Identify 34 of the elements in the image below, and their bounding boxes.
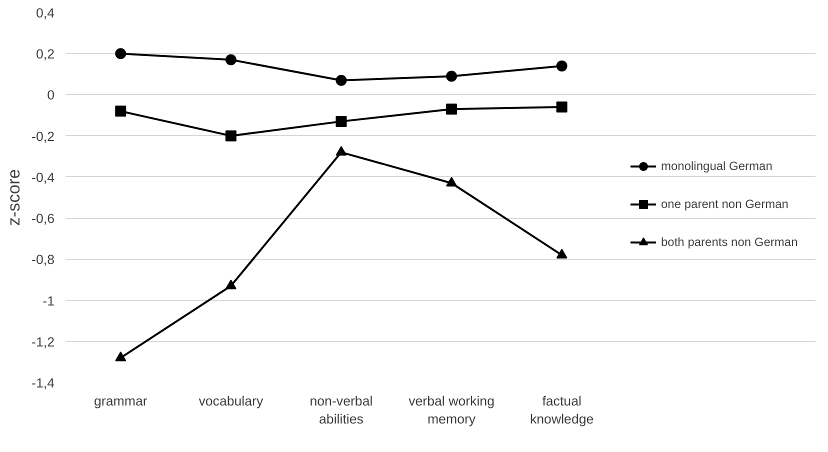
point xyxy=(556,60,568,72)
point xyxy=(446,104,458,115)
legend-label: both parents non German xyxy=(661,235,798,249)
y-axis-title: z-score xyxy=(4,169,24,226)
point xyxy=(336,74,347,86)
legend-label: monolingual German xyxy=(661,159,772,173)
point xyxy=(115,352,126,362)
y-tick-label: -0,4 xyxy=(32,170,56,185)
legend-label: one parent non German xyxy=(661,197,788,211)
y-tick-label: 0,2 xyxy=(36,46,55,62)
x-tick-label: grammar xyxy=(94,394,148,408)
y-tick-label: -0,8 xyxy=(32,252,54,268)
point xyxy=(336,146,347,156)
point xyxy=(556,102,568,113)
point xyxy=(225,130,236,142)
point xyxy=(336,116,347,127)
y-tick-label: -1 xyxy=(42,293,55,308)
y-tick-label: 0 xyxy=(47,88,55,103)
point xyxy=(225,54,236,66)
point xyxy=(446,70,458,82)
point xyxy=(115,106,126,117)
x-tick-label: factual knowledge xyxy=(530,394,594,426)
point xyxy=(115,48,126,60)
point xyxy=(446,176,458,186)
y-tick-label: -0,6 xyxy=(32,211,54,226)
point xyxy=(556,248,568,258)
y-tick-label: -1,2 xyxy=(32,334,54,350)
y-tick-label: -0,2 xyxy=(32,128,54,144)
point xyxy=(225,280,236,290)
x-tick-label: non-verbal abilities xyxy=(310,394,373,426)
x-tick-label: verbal working memory xyxy=(408,394,494,426)
y-tick-label: 0,4 xyxy=(36,6,56,20)
y-tick-label: -1,4 xyxy=(32,376,56,390)
x-tick-label: vocabulary xyxy=(198,394,264,408)
